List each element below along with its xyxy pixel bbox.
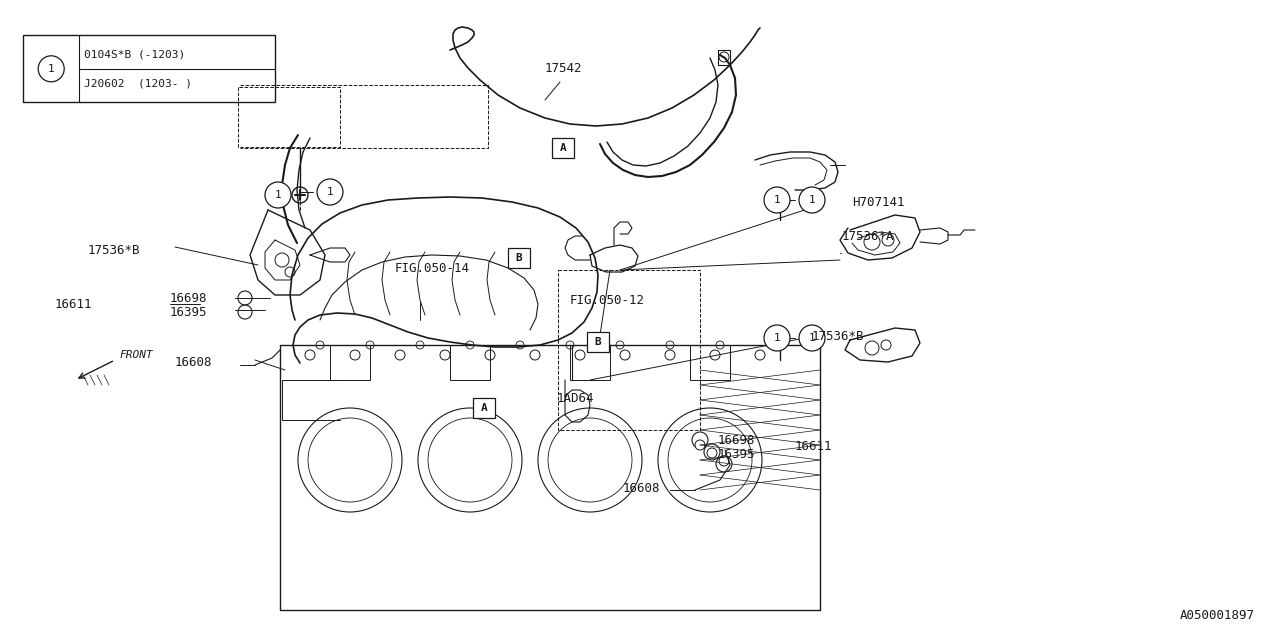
Text: 16698: 16698 xyxy=(718,433,755,447)
Circle shape xyxy=(707,448,717,458)
Bar xyxy=(690,345,730,380)
Circle shape xyxy=(773,331,787,345)
Text: B: B xyxy=(595,337,602,347)
Text: 17542: 17542 xyxy=(545,61,582,74)
Text: 1: 1 xyxy=(275,190,282,200)
Bar xyxy=(451,345,490,380)
Text: 16395: 16395 xyxy=(170,305,207,319)
Text: 16608: 16608 xyxy=(175,355,212,369)
Text: A050001897: A050001897 xyxy=(1180,609,1254,622)
Text: 17536*A: 17536*A xyxy=(842,230,895,243)
Circle shape xyxy=(799,325,826,351)
Text: B: B xyxy=(516,253,522,263)
Circle shape xyxy=(292,187,308,203)
Text: 0104S*B (-1203): 0104S*B (-1203) xyxy=(84,49,186,59)
Circle shape xyxy=(317,179,343,205)
Circle shape xyxy=(799,187,826,213)
Text: 1AD64: 1AD64 xyxy=(557,392,594,404)
Text: 1: 1 xyxy=(773,195,781,205)
Circle shape xyxy=(773,191,787,205)
Text: A: A xyxy=(480,403,488,413)
Bar xyxy=(330,345,370,380)
Text: FIG.050-12: FIG.050-12 xyxy=(570,294,645,307)
FancyBboxPatch shape xyxy=(588,332,609,352)
Text: 17536*B: 17536*B xyxy=(812,330,864,344)
Text: 1: 1 xyxy=(809,333,815,343)
Text: 1: 1 xyxy=(47,64,55,74)
Circle shape xyxy=(695,440,705,450)
Text: 16611: 16611 xyxy=(55,298,92,310)
Text: H707141: H707141 xyxy=(852,195,905,209)
Text: 16698: 16698 xyxy=(170,291,207,305)
Circle shape xyxy=(265,182,291,208)
Circle shape xyxy=(719,52,730,62)
FancyBboxPatch shape xyxy=(552,138,573,158)
FancyBboxPatch shape xyxy=(474,398,495,418)
Text: 16608: 16608 xyxy=(623,481,660,495)
Text: 16395: 16395 xyxy=(718,449,755,461)
Text: FIG.050-14: FIG.050-14 xyxy=(396,262,470,275)
Circle shape xyxy=(719,456,730,466)
Text: J20602  (1203- ): J20602 (1203- ) xyxy=(84,79,192,88)
Text: 1: 1 xyxy=(809,195,815,205)
Circle shape xyxy=(38,56,64,82)
Circle shape xyxy=(764,187,790,213)
Text: FRONT: FRONT xyxy=(120,350,154,360)
Bar xyxy=(570,345,611,380)
FancyBboxPatch shape xyxy=(508,248,530,268)
Text: 17536*B: 17536*B xyxy=(88,243,141,257)
Text: 1: 1 xyxy=(326,187,333,197)
Circle shape xyxy=(764,325,790,351)
Text: A: A xyxy=(559,143,566,153)
Bar xyxy=(23,35,275,102)
Text: 1: 1 xyxy=(773,333,781,343)
Text: 16611: 16611 xyxy=(795,440,832,454)
